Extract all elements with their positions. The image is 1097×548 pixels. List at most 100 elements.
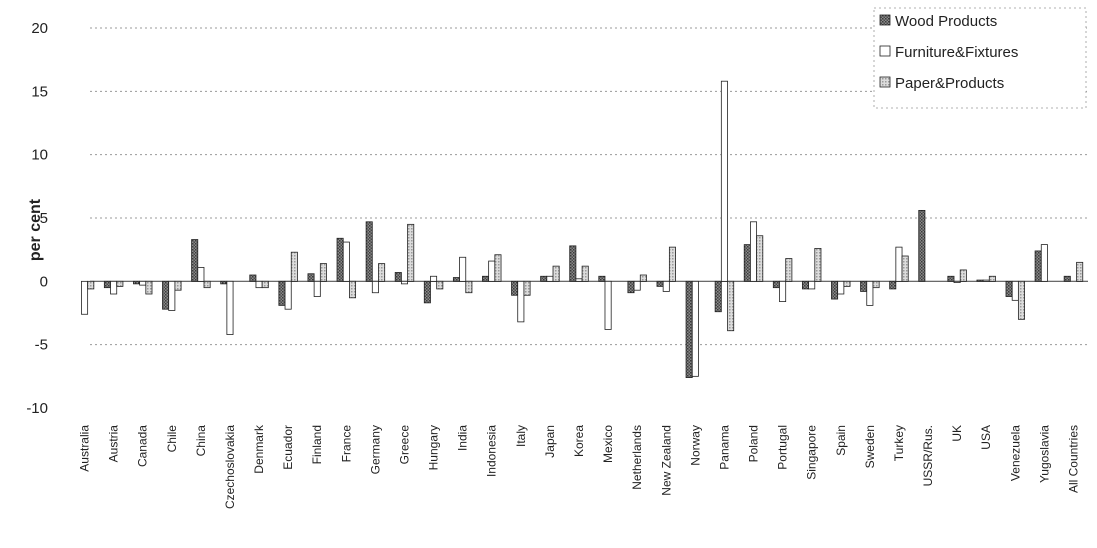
y-tick-label: -5 — [35, 337, 48, 354]
category-label: Sweden — [863, 425, 877, 468]
category-label: Netherlands — [630, 425, 644, 490]
legend: Wood Products Furniture&Fixtures Paper&Pro… — [873, 7, 1087, 109]
bar-furniture-fixtures-norway — [691, 280, 699, 377]
category-label: All Countries — [1066, 425, 1080, 493]
bar-wood-products-korea — [569, 245, 577, 282]
bar-wood-products-venezuela — [1005, 280, 1013, 297]
bar-wood-products-china — [191, 239, 199, 282]
y-tick-label: 15 — [31, 83, 48, 100]
category-label: Panama — [717, 425, 731, 470]
category-label: Ecuador — [281, 425, 295, 470]
category-label: New Zealand — [659, 425, 673, 496]
bar-furniture-fixtures-denmark — [255, 280, 263, 289]
bar-furniture-fixtures-poland — [750, 221, 758, 282]
legend-swatch — [879, 76, 891, 88]
category-label: Singapore — [805, 425, 819, 480]
category-label: UK — [950, 425, 964, 442]
bar-wood-products-indonesia — [482, 275, 490, 282]
bars — [81, 80, 1084, 379]
y-tick-label: 5 — [40, 210, 48, 227]
bar-wood-products-usa — [976, 279, 984, 282]
bar-wood-products-greece — [394, 272, 402, 282]
bar-furniture-fixtures-usa — [982, 279, 990, 282]
bar-wood-products-hungary — [423, 280, 431, 304]
bar-furniture-fixtures-canada — [139, 280, 147, 286]
bar-paper-products-usa — [988, 275, 996, 282]
bar-furniture-fixtures-sweden — [866, 280, 874, 306]
category-label: Yugoslavia — [1037, 425, 1051, 483]
bar-wood-products-norway — [685, 280, 693, 379]
category-label: Turkey — [892, 425, 906, 461]
bar-furniture-fixtures-chile — [168, 280, 176, 311]
category-label: France — [339, 425, 353, 463]
category-label: Spain — [834, 425, 848, 456]
bar-paper-products-china — [203, 280, 211, 289]
category-label: Greece — [397, 425, 411, 465]
bar-wood-products-mexico — [598, 275, 606, 282]
bar-wood-products-france — [336, 237, 344, 282]
bar-paper-products-finland — [319, 263, 327, 282]
bar-paper-products-uk — [959, 269, 967, 282]
category-label: Chile — [165, 425, 179, 453]
bar-paper-products-venezuela — [1017, 280, 1025, 320]
category-label: China — [194, 425, 208, 457]
bar-paper-products-new-zealand — [668, 246, 676, 282]
category-label: Venezuela — [1008, 425, 1022, 481]
bar-furniture-fixtures-australia — [81, 280, 89, 315]
category-label: Portugal — [776, 425, 790, 470]
bar-furniture-fixtures-finland — [313, 280, 321, 297]
bar-wood-products-japan — [540, 275, 548, 282]
bar-furniture-fixtures-new-zealand — [662, 280, 670, 292]
legend-box — [873, 7, 1087, 109]
bar-furniture-fixtures-hungary — [430, 275, 438, 282]
category-label: India — [456, 425, 470, 451]
category-label: USSR/Rus. — [921, 425, 935, 486]
bar-furniture-fixtures-turkey — [895, 246, 903, 282]
legend-label: Paper&Products — [895, 75, 1004, 92]
bar-wood-products-portugal — [772, 280, 780, 289]
y-axis-ticks: -10 -5 0 5 10 15 20 — [26, 20, 48, 417]
bar-paper-products-sweden — [872, 280, 880, 289]
bar-furniture-fixtures-japan — [546, 275, 554, 282]
bar-furniture-fixtures-uk — [953, 280, 961, 284]
bar-paper-products-chile — [174, 280, 182, 291]
bar-furniture-fixtures-germany — [371, 280, 379, 294]
bar-wood-products-spain — [831, 280, 839, 300]
bar-wood-products-turkey — [889, 280, 897, 290]
y-tick-label: -10 — [26, 400, 48, 417]
category-label: Japan — [543, 425, 557, 458]
bar-furniture-fixtures-italy — [517, 280, 525, 323]
bar-furniture-fixtures-portugal — [779, 280, 787, 303]
bar-paper-products-spain — [843, 280, 851, 287]
bar-wood-products-ussr-rus- — [918, 209, 926, 282]
bar-paper-products-japan — [552, 265, 560, 282]
bar-furniture-fixtures-yugoslavia — [1040, 244, 1048, 282]
category-label: Denmark — [252, 424, 266, 474]
legend-swatch — [879, 45, 891, 57]
y-tick-label: 20 — [31, 20, 48, 37]
bar-furniture-fixtures-indonesia — [488, 260, 496, 282]
bar-paper-products-france — [349, 280, 357, 299]
bar-wood-products-netherlands — [627, 280, 635, 294]
bar-paper-products-poland — [756, 235, 764, 282]
bar-wood-products-germany — [365, 221, 373, 282]
category-label: Czechoslovakia — [223, 425, 237, 509]
bar-furniture-fixtures-spain — [837, 280, 845, 295]
bar-paper-products-denmark — [261, 280, 269, 289]
bar-furniture-fixtures-austria — [110, 280, 118, 295]
bar-furniture-fixtures-france — [342, 241, 350, 282]
bar-paper-products-portugal — [785, 258, 793, 282]
bar-furniture-fixtures-ecuador — [284, 280, 292, 310]
bar-paper-products-austria — [116, 280, 124, 287]
category-label: Canada — [136, 425, 150, 467]
bar-furniture-fixtures-singapore — [808, 280, 816, 290]
bar-paper-products-turkey — [901, 255, 909, 282]
bar-furniture-fixtures-netherlands — [633, 280, 641, 291]
y-axis-label: per cent — [27, 198, 44, 261]
bar-paper-products-ecuador — [290, 251, 298, 282]
bar-furniture-fixtures-mexico — [604, 280, 612, 330]
category-labels: Australia Austria Canada Chile China Czechosl… — [78, 424, 1081, 509]
bar-paper-products-germany — [378, 263, 386, 282]
bar-wood-products-new-zealand — [656, 280, 664, 287]
